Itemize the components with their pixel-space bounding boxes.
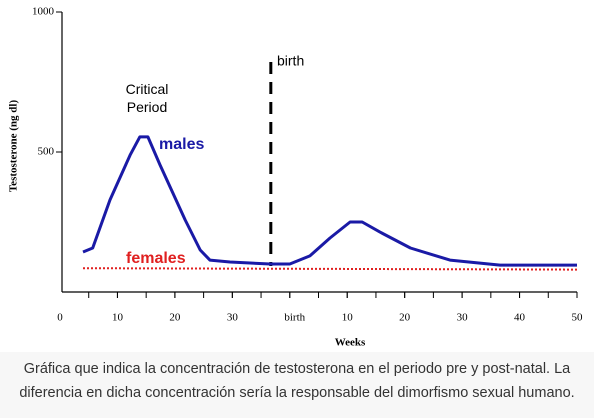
chart: Testosterone (ng dl) Weeks birth 5001000… xyxy=(8,6,584,349)
series-label: males xyxy=(159,136,204,153)
birth-label: birth xyxy=(277,53,304,69)
x-tick-label: 20 xyxy=(169,312,181,324)
y-tick-label: 500 xyxy=(38,146,55,158)
x-tick-label: 0 xyxy=(57,312,63,324)
series-label: females xyxy=(126,250,186,267)
line-females xyxy=(82,267,578,271)
x-tick-label: 50 xyxy=(572,312,584,324)
x-axis-label: Weeks xyxy=(335,337,366,349)
x-tick-label: 20 xyxy=(399,312,411,324)
x-tick-label: 40 xyxy=(514,312,526,324)
x-tick-label: 30 xyxy=(227,312,239,324)
critical-period-label: Critical Period xyxy=(125,81,169,115)
x-tick-label: 10 xyxy=(112,312,124,324)
x-tick-label: birth xyxy=(284,312,305,324)
caption: Gráfica que indica la concentración de t… xyxy=(0,352,594,418)
line-males xyxy=(82,135,577,267)
x-tick-label: 30 xyxy=(457,312,469,324)
y-tick-label: 1000 xyxy=(32,6,55,18)
x-tick-label: 10 xyxy=(342,312,354,324)
y-axis-label: Testosterone (ng dl) xyxy=(8,100,20,193)
